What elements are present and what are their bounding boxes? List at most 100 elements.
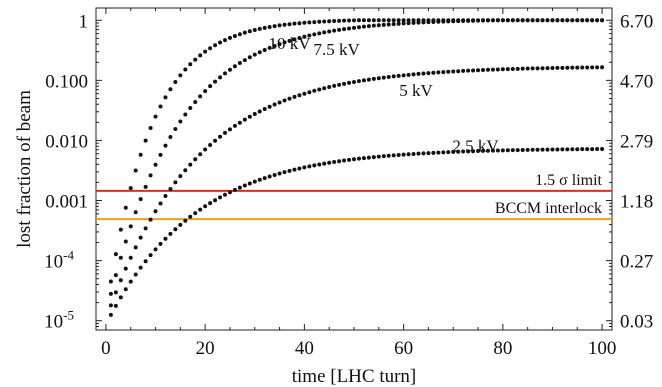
data-point [500,148,505,153]
data-point [376,18,381,23]
data-point [595,65,600,70]
series-label: 7.5 kV [313,40,360,59]
data-point [535,18,540,23]
data-point [247,55,252,60]
data-point [481,18,485,23]
data-point [232,64,237,69]
data-point [505,67,510,72]
data-point [451,19,456,24]
data-point [371,76,376,81]
data-point [545,147,550,152]
data-point [247,181,252,186]
data-point [337,27,342,32]
data-point [570,147,575,152]
data-point [218,134,223,139]
x-tick-label: 60 [394,338,413,359]
data-point [133,168,138,173]
data-point [218,40,223,45]
data-point [138,265,143,270]
y-tick-label-base: 10 [44,312,63,333]
data-point [431,19,436,24]
data-point [168,134,173,139]
data-point [540,66,545,71]
data-point [381,154,386,159]
data-point [247,114,252,119]
data-point [426,71,431,76]
data-point [183,168,188,173]
x-axis-title: time [LHC turn] [292,366,417,387]
data-point [262,107,267,112]
data-point [476,68,481,73]
data-point [416,20,421,25]
data-point [193,99,198,104]
data-point [515,148,520,153]
data-point [560,18,565,23]
data-point [312,32,317,37]
data-point [282,170,287,175]
data-point [381,75,386,80]
data-point [411,20,416,25]
data-point [570,65,575,70]
data-point [267,45,272,50]
data-point [481,68,485,73]
data-point [520,147,525,152]
data-point [401,21,406,26]
data-point [198,152,203,157]
data-point [510,18,515,23]
data-point [208,46,213,51]
data-point [485,18,490,23]
data-point [203,147,208,152]
data-point [411,151,416,156]
data-point [421,20,426,25]
data-point [118,295,123,300]
data-point [575,65,580,70]
data-point [267,104,272,109]
data-point [396,18,401,23]
data-point [446,19,451,24]
data-point [376,76,381,81]
data-point [406,21,411,26]
data-point [113,252,118,257]
data-point [148,173,153,178]
data-point [490,67,495,72]
data-point [242,117,247,122]
data-point [530,18,535,23]
data-point [347,18,352,23]
data-point [213,43,218,48]
data-point [272,24,277,29]
data-point [371,23,376,28]
series-5-kv [108,65,605,308]
data-point [153,209,158,214]
data-point [555,147,560,152]
data-point [461,149,466,154]
data-point [600,65,605,70]
series-label: 2.5 kV [452,137,499,156]
data-point [361,156,366,161]
data-point [287,168,292,173]
data-point [203,204,208,209]
data-point [138,197,143,202]
data-point [262,176,267,181]
data-point [128,224,133,229]
data-point [332,19,337,24]
data-point [133,245,138,250]
data-point [555,65,560,70]
data-point [262,48,267,53]
data-point [327,85,332,90]
data-point [223,38,227,43]
data-point [302,20,307,25]
data-point [178,222,183,227]
y-tick-label: 10-4 [44,248,74,273]
data-point [227,67,232,72]
data-point [118,278,123,283]
data-point [143,226,148,231]
data-point [213,138,218,143]
data-point [168,231,173,236]
data-point [158,152,163,157]
data-point [510,66,515,71]
data-point [302,34,307,39]
data-point [386,18,391,23]
data-point [198,207,203,212]
data-point [113,273,118,278]
y-tick-label: 1 [79,11,89,32]
